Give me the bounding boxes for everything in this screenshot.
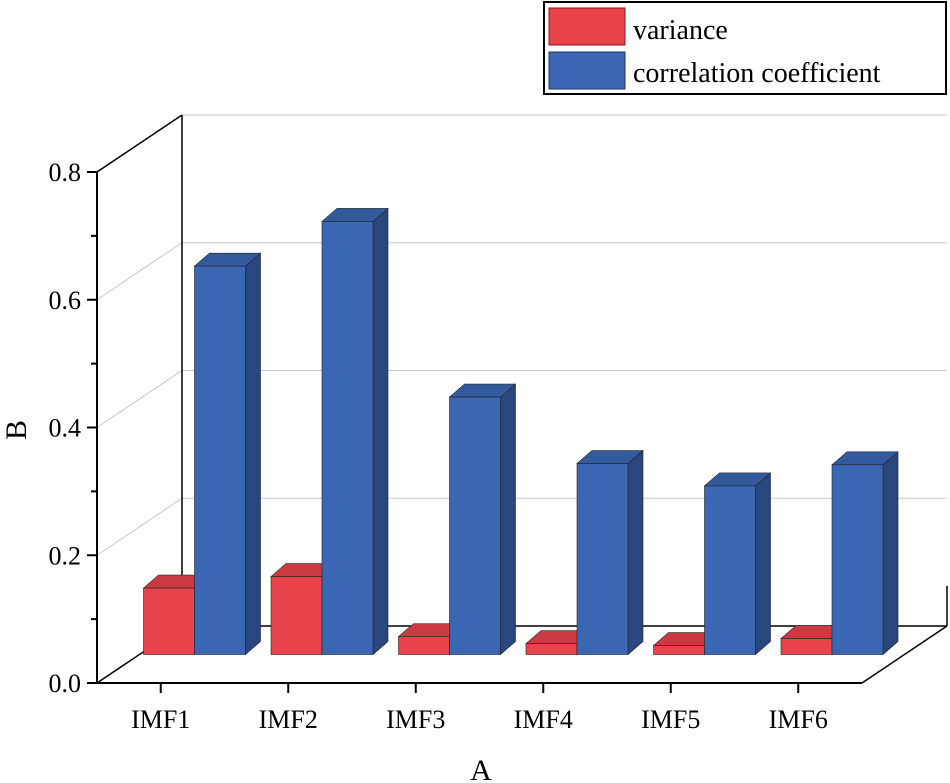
y-tick-label: 0.6 — [49, 286, 82, 315]
bar-front-face — [398, 636, 450, 655]
bar-side-face — [372, 207, 389, 656]
legend-swatch-correlation-coefficient — [548, 51, 626, 90]
legend-label-variance: variance — [633, 15, 728, 46]
bar-front-face — [321, 221, 374, 655]
x-tick-label: IMF5 — [641, 705, 700, 734]
bar-correlation-coefficient-IMF3 — [448, 383, 517, 656]
bar-front-face — [525, 643, 578, 655]
bar-front-face — [194, 265, 246, 655]
gridline-side — [96, 370, 183, 428]
bar-front-face — [576, 463, 629, 655]
x-tick-label: IMF2 — [259, 705, 318, 734]
y-axis-title: B — [0, 420, 33, 440]
gridline-side — [96, 242, 183, 301]
legend-swatch-variance — [548, 7, 626, 46]
bar-side-face — [882, 451, 899, 656]
bar-correlation-coefficient-IMF6 — [831, 451, 899, 656]
x-tick-label: IMF6 — [769, 705, 828, 734]
bar-side-face — [245, 252, 261, 656]
y-tick-label: 0.0 — [49, 669, 82, 698]
bar-correlation-coefficient-IMF1 — [193, 252, 262, 656]
gridline-side — [96, 497, 183, 556]
bar-front-face — [780, 638, 833, 655]
bar-side-face — [500, 383, 516, 656]
x-axis-title: A — [470, 754, 492, 783]
bar-correlation-coefficient-IMF2 — [321, 207, 389, 656]
bar-front-face — [143, 587, 195, 655]
top-depth-edge — [96, 114, 183, 173]
x-tick-label: IMF1 — [131, 705, 190, 734]
bar-side-face — [755, 472, 771, 656]
bar-side-face — [627, 449, 644, 656]
floor-right-edge — [861, 625, 948, 684]
bar-correlation-coefficient-IMF4 — [576, 449, 644, 656]
legend: variance correlation coefficient — [543, 1, 947, 95]
x-tick-label: IMF3 — [386, 705, 445, 734]
bar-front-face — [653, 645, 705, 655]
bar-front-face — [449, 396, 501, 655]
chart-axes — [87, 171, 862, 693]
bar-front-face — [704, 485, 756, 655]
chart-bars — [142, 207, 899, 656]
bar-front-face — [831, 464, 884, 655]
chart-labels: 0.0 0.2 0.4 0.6 0.8 IMF1 IMF2 IMF3 IMF4 IMF5 IMF6 — [49, 158, 828, 734]
y-tick-label: 0.8 — [49, 158, 82, 187]
bar-correlation-coefficient-IMF5 — [703, 472, 772, 656]
y-tick-label: 0.4 — [49, 414, 82, 443]
bar-front-face — [270, 576, 323, 655]
y-tick-label: 0.2 — [49, 541, 82, 570]
legend-label-correlation-coefficient: correlation coefficient — [633, 58, 881, 89]
x-tick-label: IMF4 — [514, 705, 573, 734]
